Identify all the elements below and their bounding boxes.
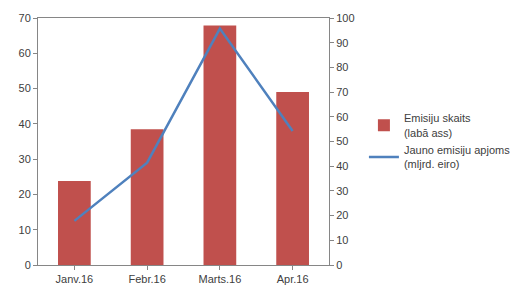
svg-text:30: 30 xyxy=(19,153,31,165)
svg-text:40: 40 xyxy=(336,160,348,172)
svg-text:Janv.16: Janv.16 xyxy=(56,273,94,285)
svg-text:100: 100 xyxy=(336,12,354,24)
svg-text:90: 90 xyxy=(336,37,348,49)
svg-text:Emisiju skaits(labā ass): Emisiju skaits(labā ass) xyxy=(404,112,471,138)
svg-text:Marts.16: Marts.16 xyxy=(198,273,241,285)
svg-text:50: 50 xyxy=(336,135,348,147)
svg-text:Apr.16: Apr.16 xyxy=(277,273,309,285)
svg-text:Febr.16: Febr.16 xyxy=(128,273,165,285)
svg-text:10: 10 xyxy=(336,234,348,246)
svg-text:30: 30 xyxy=(336,185,348,197)
svg-text:50: 50 xyxy=(19,82,31,94)
svg-text:40: 40 xyxy=(19,118,31,130)
svg-text:0: 0 xyxy=(25,259,31,271)
svg-text:Jauno emisiju apjoms(mljrd. ei: Jauno emisiju apjoms(mljrd. eiro) xyxy=(404,144,510,170)
svg-text:70: 70 xyxy=(19,12,31,24)
svg-text:20: 20 xyxy=(336,209,348,221)
svg-text:60: 60 xyxy=(336,111,348,123)
svg-text:70: 70 xyxy=(336,86,348,98)
svg-text:10: 10 xyxy=(19,224,31,236)
svg-text:20: 20 xyxy=(19,188,31,200)
svg-text:80: 80 xyxy=(336,61,348,73)
svg-text:0: 0 xyxy=(336,259,342,271)
svg-text:60: 60 xyxy=(19,47,31,59)
